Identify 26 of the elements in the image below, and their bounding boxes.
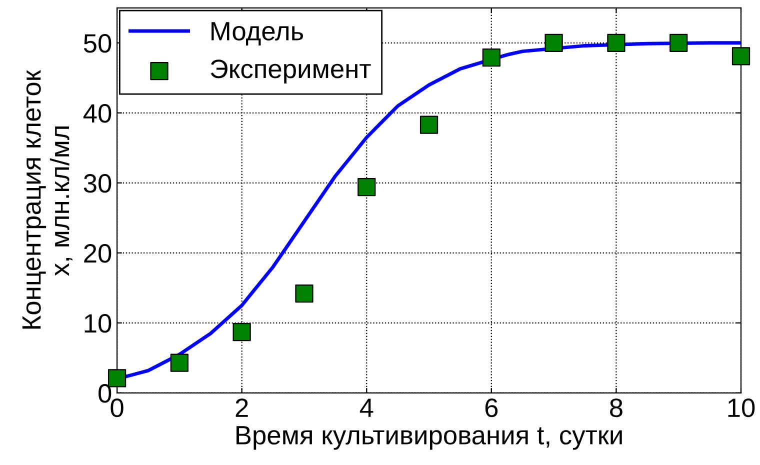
point (295, 284, 314, 303)
y-tick-label: 20 (84, 244, 112, 263)
point (420, 116, 438, 134)
y-tick-label: 40 (83, 104, 112, 123)
point (670, 34, 688, 52)
legend-label: Модель (212, 22, 304, 46)
x-axis-title: Время культивирования t, сутки (236, 426, 622, 450)
y-tick-label: 50 (84, 34, 112, 53)
point (607, 34, 626, 52)
x-tick-label: 6 (485, 398, 498, 418)
y-tick-label: 30 (84, 174, 112, 193)
point (232, 322, 251, 342)
x-tick-label: 8 (610, 398, 622, 418)
x-tick-label: 0 (110, 398, 124, 418)
point (732, 47, 750, 66)
x-tick-label: 10 (728, 398, 755, 418)
y-tick-label: 0 (98, 384, 112, 403)
y-tick-label: 10 (84, 314, 112, 333)
legend-label: Эксперимент (210, 60, 371, 84)
x-tick-label: 4 (360, 398, 374, 417)
y-axis-title: Концентрация клеток x, млн.кл/мл (22, 70, 72, 329)
point (482, 48, 500, 67)
point (544, 34, 563, 52)
point (170, 354, 188, 372)
x-tick-label: 2 (236, 398, 248, 417)
point (358, 178, 376, 196)
